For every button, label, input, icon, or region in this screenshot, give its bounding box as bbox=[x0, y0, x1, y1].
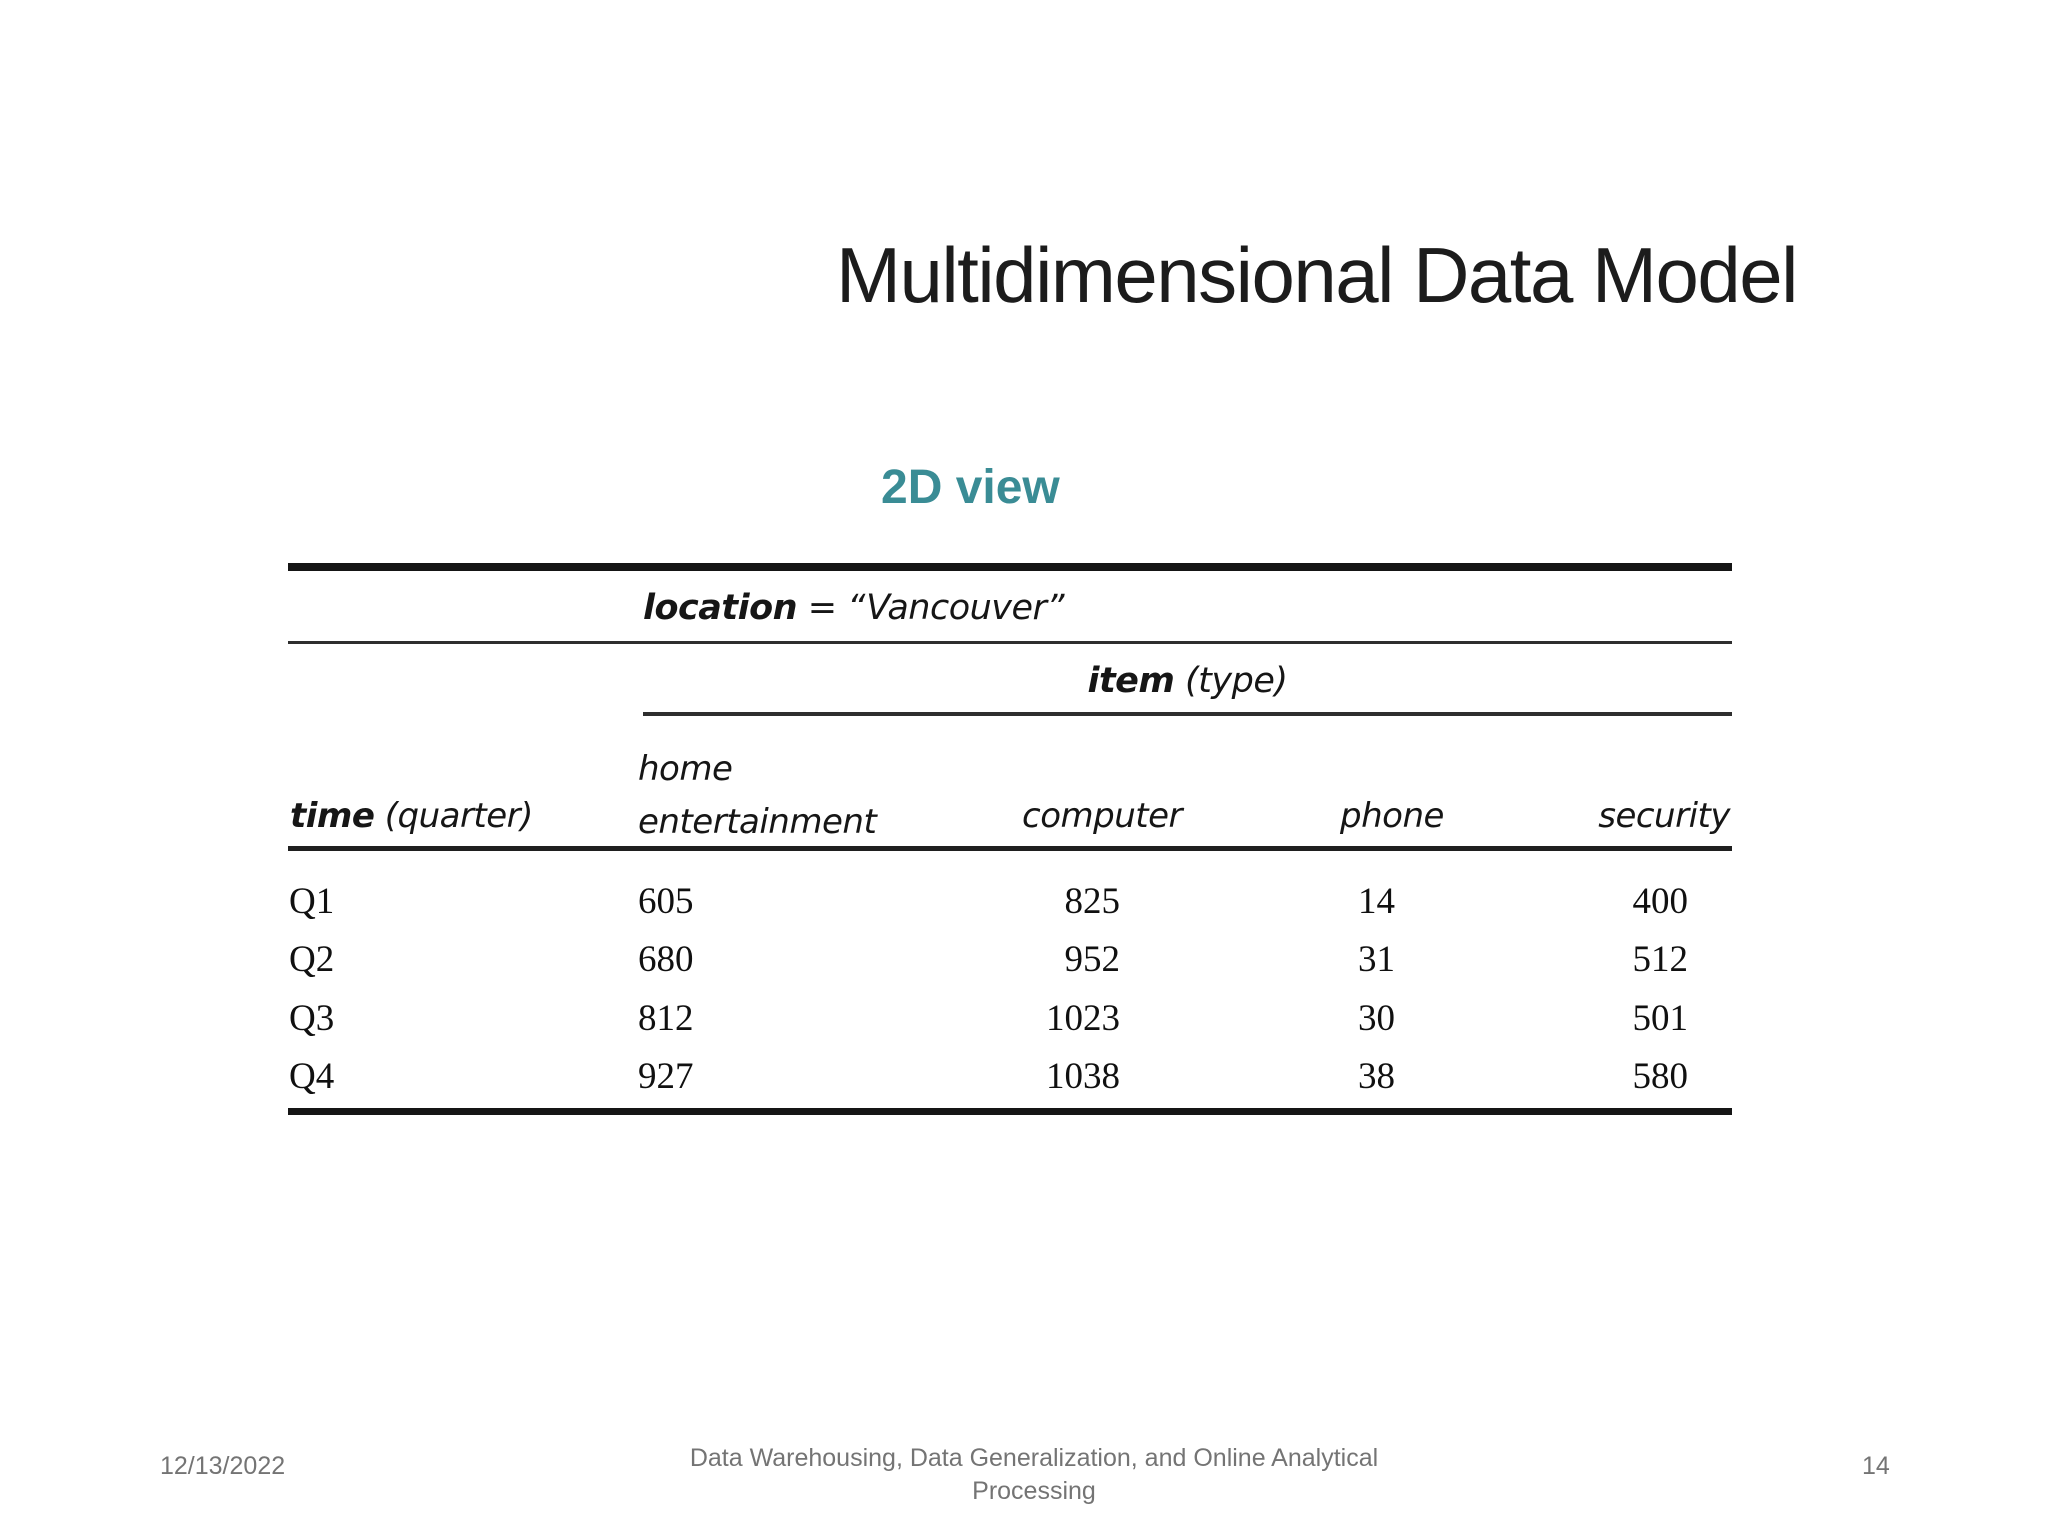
cell-phone: 38 bbox=[1358, 1056, 1395, 1097]
cell-quarter: Q1 bbox=[289, 881, 335, 922]
cell-phone: 14 bbox=[1358, 881, 1395, 922]
cell-home-entertainment: 927 bbox=[638, 1056, 694, 1097]
cell-security: 501 bbox=[1632, 998, 1689, 1039]
time-label: time bbox=[290, 796, 375, 836]
cell-computer: 1023 bbox=[1046, 998, 1120, 1039]
table-rule-top bbox=[288, 563, 1732, 571]
cell-computer: 952 bbox=[1064, 939, 1121, 980]
footer-page-number: 14 bbox=[1862, 1452, 1890, 1480]
col-header-home-entertainment: home entertainment bbox=[638, 749, 877, 842]
location-label: location bbox=[643, 588, 798, 628]
cell-phone: 30 bbox=[1358, 998, 1395, 1039]
cell-quarter: Q4 bbox=[289, 1056, 335, 1097]
table-rule-bottom bbox=[288, 1108, 1732, 1115]
cell-security: 580 bbox=[1632, 1056, 1689, 1097]
table-row: Q1 605 825 14 400 bbox=[288, 880, 1732, 924]
location-caption: location = “Vancouver” bbox=[643, 588, 1065, 628]
cell-home-entertainment: 680 bbox=[638, 939, 694, 980]
location-value: = “Vancouver” bbox=[807, 588, 1065, 628]
cell-security: 512 bbox=[1632, 939, 1689, 980]
footer-date: 12/13/2022 bbox=[160, 1452, 286, 1480]
col-header-phone: phone bbox=[1340, 796, 1444, 836]
slide-title: Multidimensional Data Model bbox=[836, 231, 1798, 319]
cell-computer: 825 bbox=[1064, 881, 1121, 922]
time-qualifier: (quarter) bbox=[384, 796, 534, 836]
item-qualifier: (type) bbox=[1185, 661, 1288, 701]
col-header-security: security bbox=[1598, 796, 1730, 836]
table-rule-header bbox=[288, 846, 1732, 851]
col-header-computer: computer bbox=[1022, 796, 1182, 836]
cell-computer: 1038 bbox=[1046, 1056, 1120, 1097]
table-row: Q4 927 1038 38 580 bbox=[288, 1055, 1732, 1099]
cell-quarter: Q3 bbox=[289, 998, 335, 1039]
cell-phone: 31 bbox=[1358, 939, 1395, 980]
footer-course-title: Data Warehousing, Data Generalization, a… bbox=[689, 1444, 1379, 1505]
item-group-header: item (type) bbox=[643, 661, 1732, 701]
cell-security: 400 bbox=[1632, 881, 1689, 922]
cell-home-entertainment: 812 bbox=[638, 998, 694, 1039]
2d-view-table: location = “Vancouver” item (type) time … bbox=[288, 560, 1732, 1120]
cell-quarter: Q2 bbox=[289, 939, 335, 980]
item-label: item bbox=[1087, 661, 1175, 701]
table-rule-location bbox=[288, 641, 1732, 644]
cell-home-entertainment: 605 bbox=[638, 881, 694, 922]
view-label: 2D view bbox=[881, 461, 1060, 514]
table-rule-item bbox=[643, 712, 1732, 716]
table-row: Q2 680 952 31 512 bbox=[288, 938, 1732, 982]
table-row: Q3 812 1023 30 501 bbox=[288, 997, 1732, 1041]
col-header-time: time (quarter) bbox=[290, 796, 533, 836]
